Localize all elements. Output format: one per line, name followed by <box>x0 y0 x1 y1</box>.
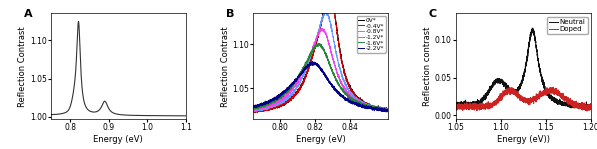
Doped <box>476 105 483 107</box>
-1.2V* <box>356 103 364 105</box>
-0.8V* <box>312 41 319 43</box>
-2.2V* <box>385 110 392 111</box>
-0.8V* <box>250 109 257 111</box>
-0.4V* <box>381 108 388 110</box>
Neutral <box>468 103 475 105</box>
-1.2V* <box>384 111 392 113</box>
Doped <box>583 110 590 112</box>
-1.6V* <box>316 43 323 45</box>
-0.4V* <box>356 98 364 100</box>
0V* <box>316 31 323 33</box>
-0.8V* <box>257 108 264 110</box>
-2.2V* <box>309 61 316 62</box>
0V* <box>385 109 392 111</box>
Line: -0.8V*: -0.8V* <box>253 11 389 112</box>
Line: Neutral: Neutral <box>456 28 591 110</box>
Text: B: B <box>226 9 235 19</box>
-1.6V* <box>383 111 390 113</box>
-2.2V* <box>381 109 388 111</box>
Neutral <box>510 91 517 93</box>
-1.6V* <box>312 45 319 47</box>
Doped <box>585 106 592 108</box>
-0.8V* <box>323 10 330 12</box>
-1.6V* <box>315 43 322 44</box>
-1.6V* <box>381 108 388 110</box>
-1.6V* <box>257 105 264 107</box>
Doped <box>504 90 512 92</box>
-0.8V* <box>385 108 392 110</box>
-1.2V* <box>257 107 264 109</box>
Text: A: A <box>24 9 32 19</box>
Legend: 0V*, -0.4V*, -0.8V*, -1.2V*, -1.6V*, -2.2V*: 0V*, -0.4V*, -0.8V*, -1.2V*, -1.6V*, -2.… <box>357 16 386 53</box>
-0.8V* <box>315 29 322 31</box>
-0.4V* <box>316 32 323 33</box>
0V* <box>250 109 257 111</box>
0V* <box>251 111 259 113</box>
-2.2V* <box>250 106 257 108</box>
-1.2V* <box>381 108 388 110</box>
-2.2V* <box>381 108 388 110</box>
-0.4V* <box>254 112 261 114</box>
Doped <box>570 102 577 104</box>
-1.6V* <box>385 110 392 112</box>
Neutral <box>587 106 595 108</box>
0V* <box>381 108 388 110</box>
-0.4V* <box>312 44 319 46</box>
Neutral <box>585 106 592 108</box>
-1.6V* <box>356 103 364 105</box>
-1.2V* <box>319 27 326 29</box>
Y-axis label: Reflection Contrast: Reflection Contrast <box>220 26 229 107</box>
Neutral <box>453 103 460 104</box>
-2.2V* <box>257 103 264 105</box>
Y-axis label: Reflection Contrast: Reflection Contrast <box>18 26 27 107</box>
-2.2V* <box>356 104 364 106</box>
Doped <box>587 108 595 110</box>
Neutral <box>529 27 536 29</box>
Doped <box>510 88 517 90</box>
Line: -1.2V*: -1.2V* <box>253 28 389 112</box>
0V* <box>257 110 264 112</box>
Line: 0V*: 0V* <box>253 0 389 112</box>
-1.2V* <box>315 32 322 34</box>
Doped <box>468 107 475 109</box>
Neutral <box>585 109 592 111</box>
Neutral <box>570 104 577 106</box>
-0.4V* <box>250 110 257 112</box>
Line: -0.4V*: -0.4V* <box>253 0 389 113</box>
-1.2V* <box>381 109 388 110</box>
X-axis label: Energy (eV)): Energy (eV)) <box>497 135 550 144</box>
-0.8V* <box>356 100 364 101</box>
Line: Doped: Doped <box>456 87 591 111</box>
-0.4V* <box>381 108 388 110</box>
Legend: Neutral, Doped: Neutral, Doped <box>547 17 587 34</box>
X-axis label: Energy (eV): Energy (eV) <box>296 135 346 144</box>
-1.2V* <box>312 41 319 43</box>
-2.2V* <box>316 66 323 68</box>
-0.8V* <box>381 110 388 112</box>
Y-axis label: Reflection contrast: Reflection contrast <box>423 27 432 106</box>
Line: -1.6V*: -1.6V* <box>253 44 389 112</box>
-2.2V* <box>312 62 319 64</box>
-1.6V* <box>381 108 388 110</box>
-0.8V* <box>384 111 392 112</box>
0V* <box>312 43 319 45</box>
Doped <box>549 86 556 88</box>
-0.8V* <box>381 109 388 111</box>
-1.2V* <box>385 109 392 111</box>
-2.2V* <box>382 111 389 113</box>
Line: -2.2V*: -2.2V* <box>253 62 389 112</box>
0V* <box>356 99 364 101</box>
Text: C: C <box>429 9 437 19</box>
Neutral <box>476 103 483 105</box>
Doped <box>453 108 460 110</box>
0V* <box>381 109 388 111</box>
-1.2V* <box>250 109 257 111</box>
Neutral <box>504 88 512 90</box>
-0.4V* <box>385 108 392 110</box>
-0.4V* <box>257 109 264 111</box>
X-axis label: Energy (eV): Energy (eV) <box>93 135 143 144</box>
-1.6V* <box>250 107 257 109</box>
